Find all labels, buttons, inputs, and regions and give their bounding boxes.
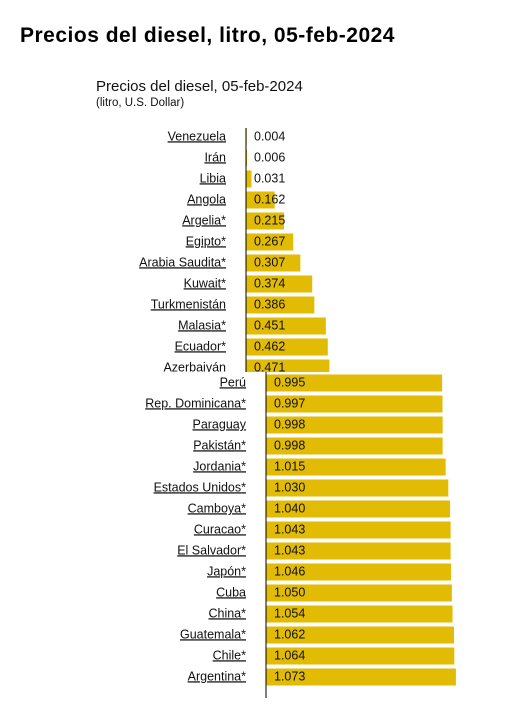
- value-label: 0.998: [274, 417, 305, 431]
- value-label: 0.451: [254, 318, 285, 332]
- bar: [246, 359, 330, 372]
- category-label: Ecuador*: [175, 339, 227, 353]
- category-label: Azerbaiyán: [163, 360, 226, 372]
- chart-title: Precios del diesel, 05-feb-2024: [96, 78, 303, 95]
- bar: [246, 212, 285, 230]
- value-label: 1.015: [274, 459, 305, 473]
- category-label: Arabia Saudita*: [139, 255, 226, 269]
- category-label: Venezuela: [168, 129, 226, 143]
- category-label: Malasia*: [178, 318, 226, 332]
- value-label: 0.162: [254, 192, 285, 206]
- value-label: 1.062: [274, 627, 305, 641]
- bar: [266, 458, 446, 476]
- bar: [266, 437, 443, 455]
- value-label: 0.374: [254, 276, 285, 290]
- bar: [266, 395, 443, 413]
- category-label: Guatemala*: [180, 627, 246, 641]
- value-label: 1.043: [274, 522, 305, 536]
- value-label: 1.064: [274, 648, 305, 662]
- bar: [266, 668, 456, 686]
- category-label: Egipto*: [186, 234, 226, 248]
- bar: [266, 374, 443, 392]
- value-label: 1.043: [274, 543, 305, 557]
- value-label: 0.998: [274, 438, 305, 452]
- category-label: Jordania*: [193, 459, 246, 473]
- bar: [266, 479, 449, 497]
- value-label: 0.462: [254, 339, 285, 353]
- category-label: Cuba: [216, 585, 246, 599]
- category-label: Camboya*: [188, 501, 246, 515]
- category-label: Turkmenistán: [151, 297, 226, 311]
- value-label: 0.995: [274, 375, 305, 389]
- value-label: 0.997: [274, 396, 305, 410]
- category-label: Japón*: [207, 564, 246, 578]
- category-label: Libia: [200, 171, 226, 185]
- bar: [246, 317, 326, 335]
- value-label: 0.386: [254, 297, 285, 311]
- value-label: 1.030: [274, 480, 305, 494]
- category-label: Kuwait*: [184, 276, 227, 290]
- bar: [266, 647, 455, 665]
- bar: [246, 170, 252, 188]
- value-label: 0.471: [254, 360, 285, 372]
- chart: Perú 0.995 Rep. Dominicana* 0.997 Paraguay 0.…: [145, 372, 456, 698]
- category-label: Argentina*: [188, 669, 247, 683]
- bar: [246, 149, 248, 167]
- bar: [246, 254, 301, 272]
- bar: [266, 584, 452, 602]
- value-label: 0.267: [254, 234, 285, 248]
- bar: [266, 416, 443, 434]
- category-label: Curacao*: [194, 522, 246, 536]
- chart-panel: Perú 0.995 Rep. Dominicana* 0.997 Paraguay 0.…: [0, 372, 525, 709]
- value-label: 0.031: [254, 171, 285, 185]
- value-label: 0.307: [254, 255, 285, 269]
- category-label: Rep. Dominicana*: [145, 396, 246, 410]
- category-label: Chile*: [213, 648, 246, 662]
- value-label: 0.006: [254, 150, 285, 164]
- bar: [246, 338, 328, 356]
- chart: Precios del diesel, 05-feb-2024 (litro, U…: [96, 78, 330, 372]
- bar: [266, 542, 451, 560]
- page-title: Precios del diesel, litro, 05-feb-2024: [20, 24, 395, 47]
- chart-subtitle: (litro, U.S. Dollar): [96, 97, 184, 109]
- value-label: 0.004: [254, 129, 285, 143]
- value-label: 1.050: [274, 585, 305, 599]
- category-label: Angola: [187, 192, 226, 206]
- bar: [266, 626, 454, 644]
- value-label: 0.215: [254, 213, 285, 227]
- bar: [246, 191, 275, 209]
- bar: [266, 521, 451, 539]
- category-label: Irán: [204, 150, 226, 164]
- bar: [246, 296, 315, 314]
- category-label: China*: [208, 606, 246, 620]
- bar: [246, 275, 313, 293]
- category-label: Estados Unidos*: [154, 480, 247, 494]
- category-label: Paraguay: [192, 417, 246, 431]
- value-label: 1.073: [274, 669, 305, 683]
- category-label: Argelia*: [182, 213, 226, 227]
- value-label: 1.046: [274, 564, 305, 578]
- bar: [266, 605, 453, 623]
- value-label: 1.054: [274, 606, 305, 620]
- bar: [266, 563, 452, 581]
- category-label: El Salvador*: [177, 543, 246, 557]
- bar: [246, 233, 294, 251]
- bar: [266, 500, 451, 518]
- category-label: Pakistán*: [193, 438, 246, 452]
- value-label: 1.040: [274, 501, 305, 515]
- chart-panel: Precios del diesel, 05-feb-2024 (litro, U…: [96, 78, 330, 372]
- category-label: Perú: [220, 375, 246, 389]
